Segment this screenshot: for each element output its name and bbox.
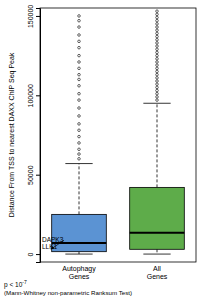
outlier	[78, 142, 81, 145]
outlier	[78, 40, 81, 43]
outlier	[78, 123, 81, 126]
box	[52, 15, 107, 254]
y-axis-title: Distance From TSS to nearest DAXX ChIP S…	[8, 52, 16, 217]
y-tick: 100000	[27, 84, 40, 107]
lower-cap	[143, 254, 170, 255]
outlier	[156, 80, 159, 83]
outlier	[156, 89, 159, 92]
outlier	[156, 32, 159, 35]
outlier	[78, 158, 81, 161]
outlier	[156, 99, 159, 102]
outlier	[156, 29, 159, 32]
outlier	[78, 84, 81, 87]
box-body	[130, 187, 185, 249]
y-axis: 0 50000 100000 150000	[27, 5, 41, 263]
outlier	[156, 54, 159, 57]
outlier	[78, 46, 81, 49]
lower-whisker	[157, 249, 158, 254]
outlier	[156, 45, 159, 48]
outlier	[78, 73, 81, 76]
upper-whisker	[79, 164, 80, 215]
annotation: LLK1	[42, 243, 58, 250]
outlier	[78, 34, 81, 37]
outlier	[78, 92, 81, 95]
outlier	[78, 15, 81, 18]
outlier	[156, 61, 159, 64]
outlier	[156, 86, 159, 89]
outlier	[78, 19, 81, 22]
y-axis-line	[36, 9, 41, 263]
outlier	[78, 26, 81, 29]
y-tick: 50000	[27, 165, 40, 185]
outlier	[156, 16, 159, 19]
x-tick-label: AutophagyGenes	[62, 265, 96, 280]
y-tick: 150000	[27, 5, 40, 28]
outlier	[78, 115, 81, 118]
outlier	[156, 51, 159, 54]
y-tick-mark	[36, 16, 40, 17]
y-tick-mark	[36, 175, 40, 176]
outlier	[78, 153, 81, 156]
y-tick-label: 0	[27, 253, 34, 257]
outlier	[78, 78, 81, 81]
outlier	[156, 38, 159, 41]
outlier	[78, 67, 81, 70]
y-tick-label: 50000	[27, 165, 34, 185]
outlier	[78, 54, 81, 57]
y-tick-mark	[36, 254, 40, 255]
outlier	[156, 96, 159, 99]
outlier	[156, 23, 159, 26]
outlier	[156, 13, 159, 16]
footnote: p < 10-7	[4, 279, 27, 289]
plot-area	[52, 10, 185, 254]
y-tick-label: 150000	[27, 5, 34, 28]
outlier	[156, 58, 159, 61]
outlier	[156, 26, 159, 29]
lower-cap	[65, 254, 92, 255]
y-tick: 0	[27, 253, 40, 257]
y-tick-label: 100000	[27, 84, 34, 107]
outlier	[156, 83, 159, 86]
box	[130, 10, 185, 254]
outlier	[156, 67, 159, 70]
outlier	[156, 19, 159, 22]
outlier	[78, 135, 81, 138]
box-body	[52, 214, 107, 251]
outlier	[78, 99, 81, 102]
upper-cap	[143, 103, 170, 104]
outlier	[78, 148, 81, 151]
outlier	[156, 42, 159, 45]
chart: 0 50000 100000 150000 Distance From TSS to n…	[0, 0, 200, 298]
y-tick-mark	[36, 95, 40, 96]
outlier	[78, 107, 81, 110]
outlier	[156, 77, 159, 80]
outlier	[156, 48, 159, 51]
outlier	[156, 92, 159, 95]
upper-cap	[65, 163, 92, 164]
outlier	[78, 61, 81, 64]
outlier	[156, 64, 159, 67]
plot-frame	[40, 8, 196, 262]
median	[130, 232, 185, 234]
outlier	[78, 129, 81, 132]
outlier	[156, 70, 159, 73]
annotation: DAPK3	[42, 236, 64, 243]
outlier	[156, 35, 159, 38]
upper-whisker	[157, 103, 158, 187]
footnote-subtext: (Mann-Whitney non-parametric Ranksum Tes…	[4, 289, 132, 296]
p-exponent: -7	[22, 279, 27, 285]
x-tick-label: AllGenes	[147, 265, 168, 280]
outlier	[156, 10, 159, 13]
p-value: p < 10	[4, 281, 23, 289]
outlier	[156, 73, 159, 76]
